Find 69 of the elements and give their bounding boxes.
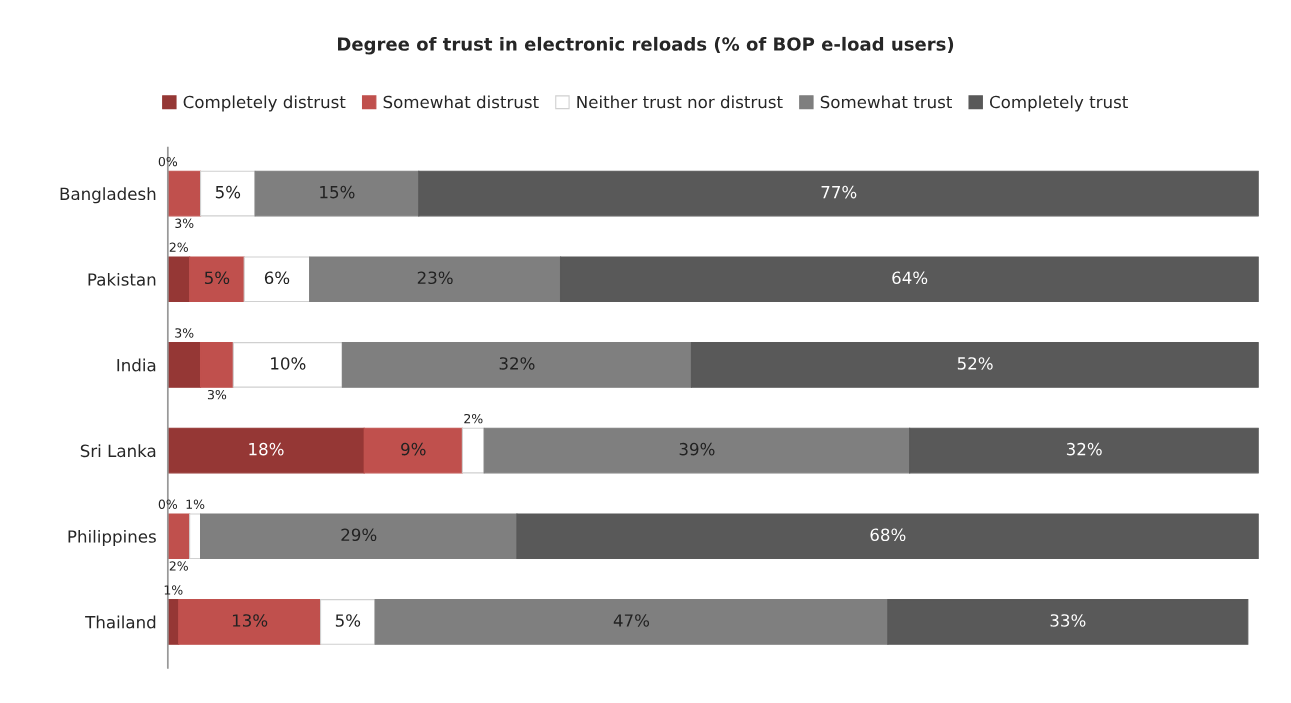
bar — [167, 427, 365, 474]
bar — [374, 599, 889, 645]
bar — [178, 599, 322, 645]
bar — [909, 427, 1259, 474]
y-tick-label: Pakistan — [88, 272, 156, 286]
data-label: 5% — [204, 271, 230, 285]
y-tick-label: Sri Lanka — [80, 444, 156, 458]
bar — [167, 256, 191, 303]
legend-label: Completely distrust — [183, 95, 346, 112]
data-label: 68% — [870, 528, 906, 542]
legend-label: Somewhat distrust — [383, 95, 539, 109]
legend-label: Completely trust — [989, 95, 1128, 112]
y-tick-label: Bangladesh — [60, 187, 156, 204]
data-label: 1% — [186, 499, 205, 510]
data-label: 15% — [320, 185, 355, 199]
bar — [200, 170, 256, 217]
bar — [167, 342, 202, 388]
bar — [418, 170, 1259, 217]
bar — [363, 427, 463, 474]
bar — [320, 599, 376, 645]
data-label: 33% — [1050, 614, 1086, 627]
data-label: 5% — [335, 614, 361, 627]
data-label: 5% — [215, 185, 241, 199]
data-label: 32% — [1066, 442, 1102, 456]
bar — [189, 513, 202, 560]
data-label: 13% — [232, 614, 268, 627]
data-label: 29% — [341, 528, 377, 542]
data-label: 18% — [249, 442, 284, 456]
legend-label: Neither trust nor distrust — [577, 95, 783, 109]
data-label: 64% — [892, 271, 928, 285]
bar — [200, 513, 518, 560]
data-label: 3% — [175, 328, 194, 338]
data-label: 10% — [271, 357, 306, 370]
chart-title: Degree of trust in electronic reloads (% of BOP e-load users) — [338, 36, 954, 55]
data-label: 77% — [821, 185, 857, 199]
bar — [483, 427, 911, 474]
data-label: 3% — [175, 218, 194, 229]
data-label: 0% — [158, 499, 178, 510]
data-label: 2% — [169, 242, 188, 253]
bar — [516, 513, 1259, 560]
data-label: 6% — [264, 271, 290, 285]
bar — [690, 342, 1259, 388]
data-label: 2% — [169, 561, 188, 571]
bar — [167, 513, 191, 560]
data-label: 23% — [417, 271, 453, 285]
data-label: 47% — [613, 614, 650, 627]
bar — [254, 170, 420, 217]
y-tick-label: India — [117, 358, 156, 372]
data-label: 0% — [158, 156, 178, 167]
y-tick-label: Thailand — [85, 615, 156, 629]
data-label: 1% — [164, 585, 183, 595]
bar — [232, 342, 343, 388]
bar — [887, 599, 1249, 645]
bar — [309, 256, 562, 303]
data-label: 39% — [679, 442, 715, 456]
data-label: 3% — [207, 389, 227, 400]
bar — [167, 170, 202, 217]
bar — [243, 256, 311, 303]
bar — [341, 342, 693, 388]
data-label: 9% — [401, 442, 426, 456]
legend-label: Somewhat trust — [820, 95, 952, 109]
bar — [461, 427, 485, 474]
bar — [189, 256, 245, 303]
data-label: 52% — [957, 357, 993, 370]
data-label: 2% — [464, 413, 483, 424]
bar — [200, 342, 234, 388]
y-tick-label: Philippines — [68, 529, 156, 547]
data-label: 32% — [499, 357, 535, 370]
bar — [559, 256, 1259, 303]
